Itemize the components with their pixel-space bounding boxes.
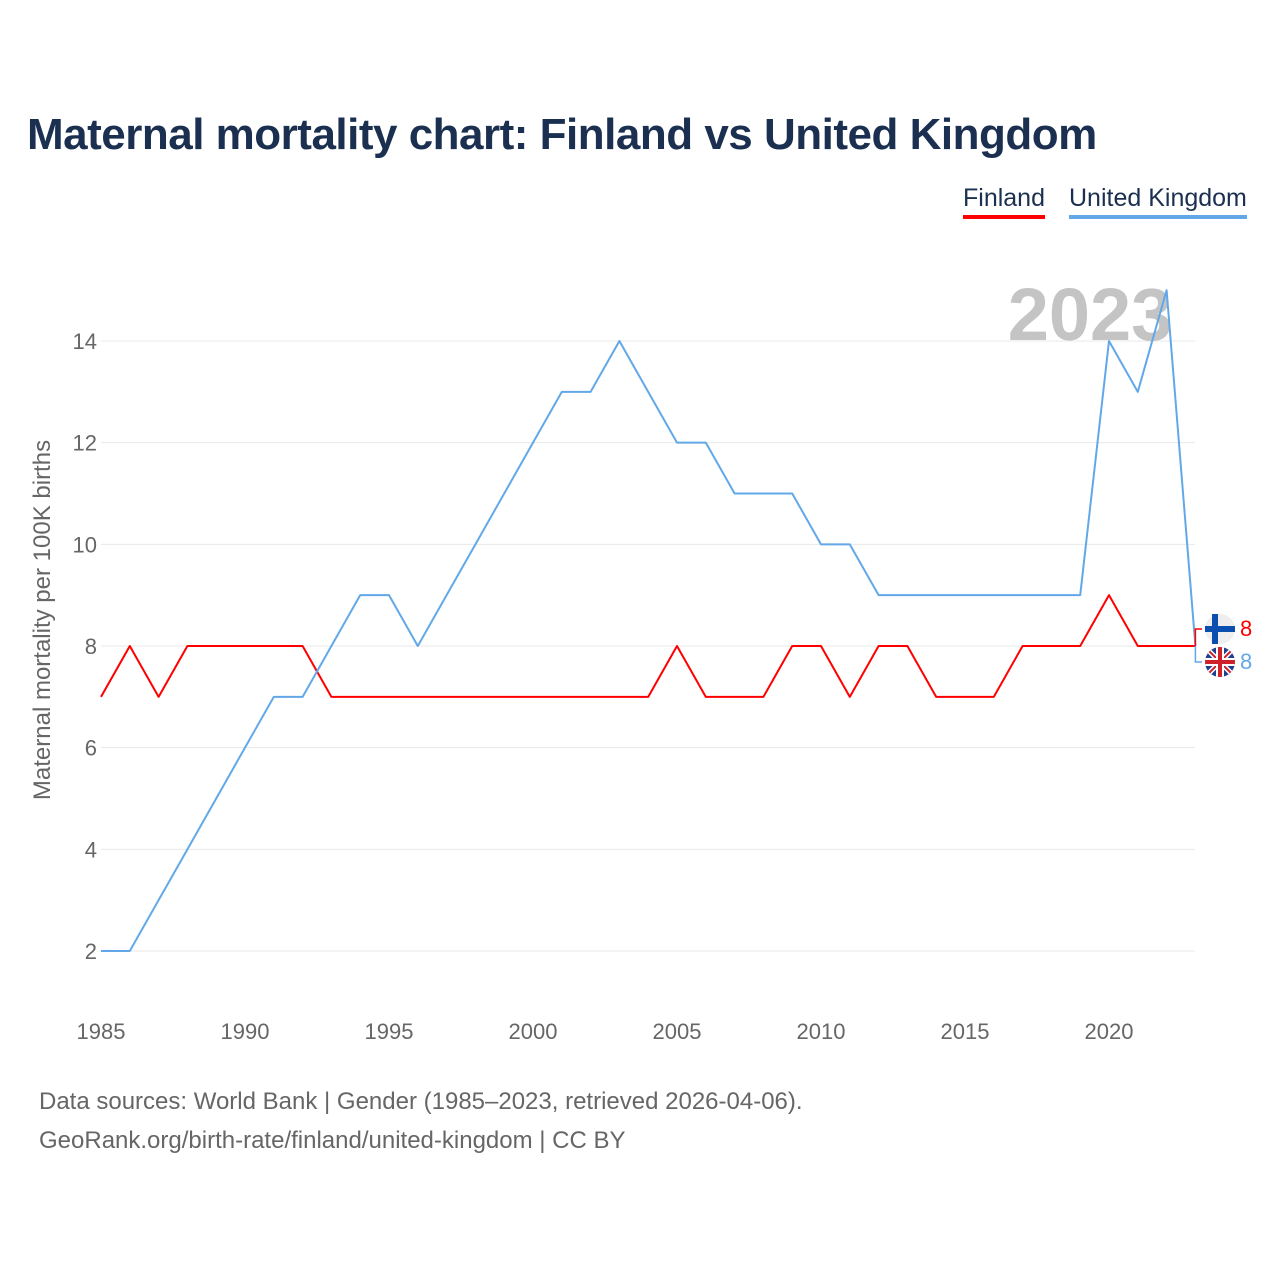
connector <box>1194 646 1202 663</box>
x-tick-label: 2010 <box>797 1019 846 1044</box>
series-line-united-kingdom <box>101 289 1197 952</box>
y-tick-label: 10 <box>73 532 97 557</box>
x-tick-label: 2020 <box>1085 1019 1134 1044</box>
y-tick-label: 14 <box>73 329 97 354</box>
x-tick-label: 2015 <box>941 1019 990 1044</box>
chart-title: Maternal mortality chart: Finland vs Uni… <box>27 110 1097 159</box>
y-tick-label: 8 <box>85 634 97 659</box>
legend-united-kingdom[interactable]: United Kingdom <box>1069 184 1247 219</box>
end-value-finland: 8 <box>1240 616 1252 641</box>
footer-link[interactable]: GeoRank.org/birth-rate/finland/united-ki… <box>39 1127 626 1154</box>
legend-finland[interactable]: Finland <box>963 184 1045 219</box>
uk-flag-icon <box>1205 647 1235 677</box>
x-tick-label: 1995 <box>365 1019 414 1044</box>
x-tick-label: 1985 <box>77 1019 126 1044</box>
series-line-finland <box>100 594 1196 698</box>
x-tick-label: 1990 <box>221 1019 270 1044</box>
x-tick-label: 2005 <box>653 1019 702 1044</box>
x-tick-label: 2000 <box>509 1019 558 1044</box>
connector <box>1194 628 1202 647</box>
y-tick-label: 6 <box>85 736 97 761</box>
footer-sources: Data sources: World Bank | Gender (1985–… <box>39 1088 803 1115</box>
y-tick-label: 2 <box>85 939 97 964</box>
finland-flag-icon <box>1205 614 1235 644</box>
year-label: 2023 <box>1008 273 1173 356</box>
y-axis-label: Maternal mortality per 100K births <box>29 440 56 800</box>
end-value-united-kingdom: 8 <box>1240 649 1252 674</box>
y-tick-label: 12 <box>73 431 97 456</box>
y-tick-label: 4 <box>85 837 97 862</box>
